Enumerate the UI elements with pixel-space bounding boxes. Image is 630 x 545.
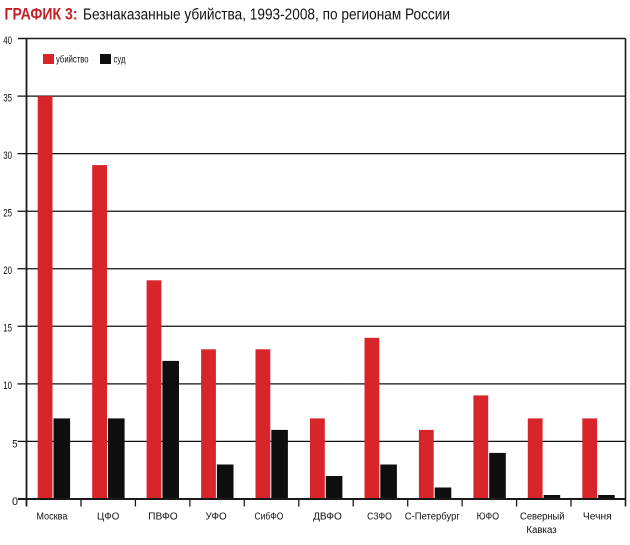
svg-text:СибФО: СибФО	[254, 511, 283, 523]
svg-text:10: 10	[3, 380, 12, 392]
svg-text:15: 15	[3, 323, 12, 335]
svg-text:25: 25	[3, 208, 12, 220]
svg-text:Кавказ: Кавказ	[526, 525, 557, 536]
svg-text:30: 30	[3, 150, 12, 162]
svg-text:ЮФО: ЮФО	[477, 512, 500, 523]
svg-text:Москва: Москва	[36, 512, 67, 523]
svg-text:суд: суд	[114, 55, 126, 66]
svg-text:убийство: убийство	[56, 54, 89, 66]
svg-text:УФО: УФО	[206, 512, 227, 523]
svg-text:С-Петербург: С-Петербург	[405, 511, 460, 523]
svg-text:СЗФО: СЗФО	[367, 512, 392, 523]
svg-text:Чечня: Чечня	[583, 512, 612, 523]
svg-text:35: 35	[3, 92, 12, 104]
svg-text:ДВФО: ДВФО	[313, 512, 342, 523]
svg-text:Безнаказанные убийства, 1993-2: Безнаказанные убийства, 1993-2008, по ре…	[83, 6, 450, 23]
svg-text:20: 20	[3, 265, 12, 277]
svg-text:ПВФО: ПВФО	[148, 512, 178, 523]
svg-text:ЦФО: ЦФО	[97, 512, 120, 523]
svg-text:ГРАФИК 3:: ГРАФИК 3:	[5, 5, 78, 23]
svg-text:5: 5	[12, 438, 17, 450]
svg-text:40: 40	[3, 35, 12, 47]
svg-text:0: 0	[12, 496, 18, 508]
svg-text:Северный: Северный	[520, 512, 565, 523]
